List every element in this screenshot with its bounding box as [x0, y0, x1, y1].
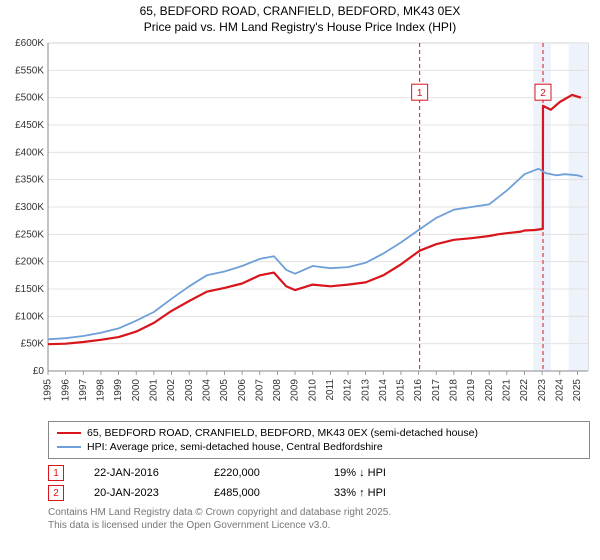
- svg-text:£550K: £550K: [15, 66, 44, 77]
- title-line-2: Price paid vs. HM Land Registry's House …: [0, 20, 600, 36]
- marker-delta: 19% ↓ HPI: [334, 467, 424, 479]
- marker-price: £220,000: [214, 467, 304, 479]
- svg-text:£250K: £250K: [15, 230, 44, 241]
- svg-text:2008: 2008: [272, 379, 283, 402]
- svg-text:2018: 2018: [449, 379, 460, 402]
- svg-text:2014: 2014: [378, 379, 389, 402]
- svg-text:£500K: £500K: [15, 93, 44, 104]
- legend-item-hpi: HPI: Average price, semi-detached house,…: [57, 440, 581, 454]
- marker-badge: 2: [48, 485, 64, 501]
- price-chart: £0 £50K £100K £150K £200K £250K £300K £350K £400…: [0, 37, 600, 417]
- svg-text:2009: 2009: [290, 379, 301, 402]
- svg-text:£200K: £200K: [15, 257, 44, 268]
- svg-text:2024: 2024: [554, 379, 565, 402]
- legend-swatch: [57, 446, 81, 448]
- svg-text:2012: 2012: [343, 379, 354, 402]
- svg-text:1996: 1996: [60, 379, 71, 402]
- svg-text:1999: 1999: [113, 379, 124, 402]
- svg-text:2: 2: [540, 88, 546, 99]
- svg-text:2005: 2005: [219, 379, 230, 402]
- chart-title-block: 65, BEDFORD ROAD, CRANFIELD, BEDFORD, MK…: [0, 0, 600, 37]
- svg-text:2001: 2001: [149, 379, 160, 402]
- svg-text:1998: 1998: [96, 379, 107, 402]
- svg-text:£150K: £150K: [15, 284, 44, 295]
- svg-text:2004: 2004: [201, 379, 212, 402]
- marker-table: 1 22-JAN-2016 £220,000 19% ↓ HPI 2 20-JA…: [48, 463, 590, 503]
- title-line-1: 65, BEDFORD ROAD, CRANFIELD, BEDFORD, MK…: [0, 4, 600, 20]
- attribution: Contains HM Land Registry data © Crown c…: [48, 507, 590, 532]
- svg-text:£350K: £350K: [15, 175, 44, 186]
- svg-text:2025: 2025: [572, 379, 583, 402]
- svg-text:2007: 2007: [254, 379, 265, 402]
- svg-text:2015: 2015: [396, 379, 407, 402]
- svg-text:1997: 1997: [78, 379, 89, 402]
- legend-item-price-paid: 65, BEDFORD ROAD, CRANFIELD, BEDFORD, MK…: [57, 426, 581, 440]
- svg-text:1995: 1995: [43, 379, 54, 402]
- svg-text:2003: 2003: [184, 379, 195, 402]
- legend: 65, BEDFORD ROAD, CRANFIELD, BEDFORD, MK…: [48, 421, 590, 459]
- marker-date: 20-JAN-2023: [94, 487, 184, 499]
- chart-svg: £0 £50K £100K £150K £200K £250K £300K £350K £400…: [0, 37, 600, 417]
- marker-row-2: 2 20-JAN-2023 £485,000 33% ↑ HPI: [48, 483, 590, 503]
- svg-text:£400K: £400K: [15, 148, 44, 159]
- legend-label: 65, BEDFORD ROAD, CRANFIELD, BEDFORD, MK…: [87, 427, 478, 439]
- svg-text:£600K: £600K: [15, 38, 44, 49]
- svg-text:2011: 2011: [325, 379, 336, 401]
- svg-text:2020: 2020: [484, 379, 495, 402]
- svg-text:1: 1: [417, 88, 423, 99]
- svg-text:£100K: £100K: [15, 312, 44, 323]
- attribution-line-2: This data is licensed under the Open Gov…: [48, 520, 590, 533]
- svg-text:£0: £0: [33, 366, 45, 377]
- svg-text:2000: 2000: [131, 379, 142, 402]
- svg-text:2002: 2002: [166, 379, 177, 402]
- svg-text:£300K: £300K: [15, 202, 44, 213]
- marker-badge: 1: [48, 465, 64, 481]
- svg-text:£450K: £450K: [15, 120, 44, 131]
- marker-date: 22-JAN-2016: [94, 467, 184, 479]
- marker-delta: 33% ↑ HPI: [334, 487, 424, 499]
- svg-text:2017: 2017: [431, 379, 442, 402]
- svg-text:2016: 2016: [413, 379, 424, 402]
- marker-price: £485,000: [214, 487, 304, 499]
- svg-text:2023: 2023: [537, 379, 548, 402]
- svg-text:2006: 2006: [237, 379, 248, 402]
- marker-row-1: 1 22-JAN-2016 £220,000 19% ↓ HPI: [48, 463, 590, 483]
- legend-swatch: [57, 432, 81, 434]
- legend-label: HPI: Average price, semi-detached house,…: [87, 441, 383, 453]
- attribution-line-1: Contains HM Land Registry data © Crown c…: [48, 507, 590, 520]
- svg-text:£50K: £50K: [21, 339, 45, 350]
- svg-text:2013: 2013: [360, 379, 371, 402]
- svg-text:2022: 2022: [519, 379, 530, 402]
- svg-text:2021: 2021: [501, 379, 512, 402]
- svg-text:2019: 2019: [466, 379, 477, 402]
- svg-text:2010: 2010: [307, 379, 318, 402]
